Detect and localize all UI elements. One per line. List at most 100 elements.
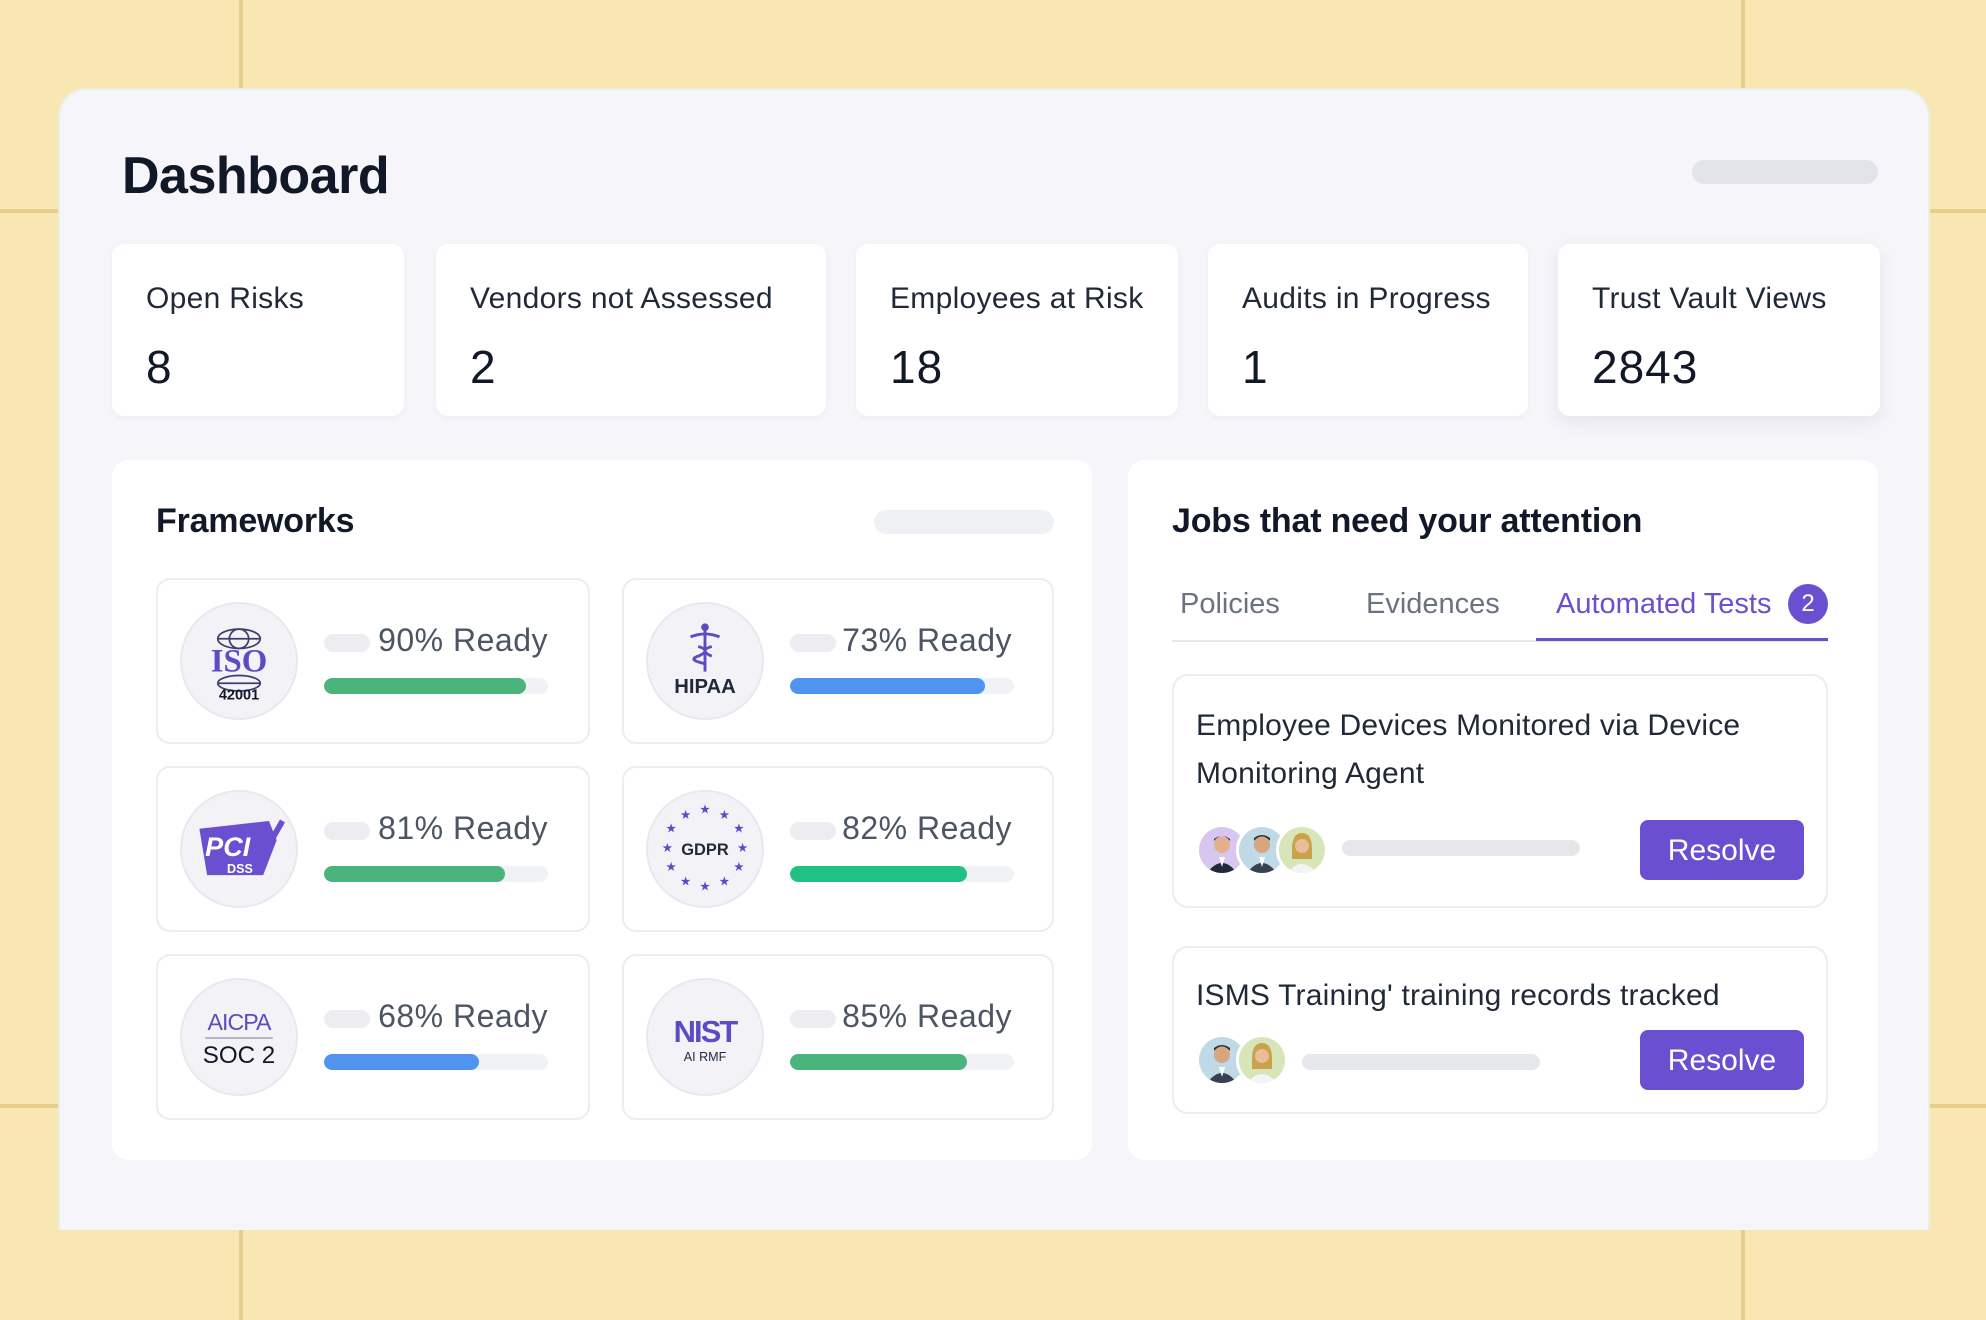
svg-text:ISO: ISO [211,644,268,680]
aicpa-soc2-logo-icon: AICPA SOC 2 [180,978,298,1096]
framework-ready-percent: 90% Ready [378,622,548,658]
framework-ready-percent: 68% Ready [378,998,548,1034]
tabs-divider [1172,640,1828,642]
tab-count-badge: 2 [1788,584,1828,624]
framework-progress-bar [790,866,1014,882]
framework-placeholder-pill [324,1010,370,1028]
stat-value: 2843 [1592,341,1699,393]
svg-text:42001: 42001 [219,688,259,704]
framework-placeholder-pill [324,634,370,652]
assignee-avatars [1196,824,1328,876]
svg-text:★: ★ [680,874,691,889]
svg-text:AICPA: AICPA [208,1009,272,1035]
avatar [1196,1034,1248,1086]
assignee-avatars [1196,1034,1288,1086]
job-item[interactable]: ISMS Training' training records tracked … [1172,946,1828,1114]
framework-progress-bar [324,1054,548,1070]
avatar [1276,824,1328,876]
stat-label: Audits in Progress [1242,282,1491,315]
framework-progress-fill [324,678,526,694]
tab-automated-tests[interactable]: Automated Tests [1556,588,1772,620]
job-item[interactable]: Employee Devices Monitored via Device Mo… [1172,674,1828,908]
framework-progress-fill [790,678,985,694]
dashboard-panel: Dashboard Open Risks 8 Vendors not Asses… [58,88,1930,1230]
svg-text:AI RMF: AI RMF [684,1050,727,1064]
svg-text:NIST: NIST [674,1014,739,1049]
tab-policies[interactable]: Policies [1180,588,1280,620]
frameworks-placeholder-pill [874,510,1054,534]
svg-text:★: ★ [680,807,691,822]
stat-value: 18 [890,341,944,393]
framework-progress-fill [790,1054,967,1070]
framework-placeholder-pill [790,1010,836,1028]
framework-hipaa[interactable]: HIPAA 73% Ready [622,578,1054,744]
framework-placeholder-pill [790,634,836,652]
framework-aicpa-soc2[interactable]: AICPA SOC 2 68% Ready [156,954,590,1120]
nist-logo-icon: NIST AI RMF [646,978,764,1096]
tab-evidences[interactable]: Evidences [1366,588,1500,620]
framework-placeholder-pill [324,822,370,840]
framework-progress-bar [790,678,1014,694]
svg-text:★: ★ [733,821,744,836]
pci-dss-logo-icon: PCI DSS [180,790,298,908]
job-title: Employee Devices Monitored via Device Mo… [1196,709,1741,790]
framework-progress-fill [324,1054,479,1070]
svg-text:★: ★ [699,801,710,816]
framework-ready-percent: 81% Ready [378,810,548,846]
active-tab-indicator [1536,638,1828,641]
framework-progress-bar [790,1054,1014,1070]
svg-text:★: ★ [737,840,748,855]
framework-progress-bar [324,678,548,694]
stat-value: 2 [470,341,497,393]
framework-placeholder-pill [790,822,836,840]
svg-text:★: ★ [662,840,673,855]
stat-label: Employees at Risk [890,282,1144,315]
framework-iso-42001[interactable]: ISO 42001 90% Ready [156,578,590,744]
stat-card-audits-in-progress[interactable]: Audits in Progress 1 [1208,244,1528,416]
framework-gdpr[interactable]: ★ ★ ★ ★ ★ ★ ★ ★ ★ ★ ★ ★ GDPR 82% Ready [622,766,1054,932]
stat-value: 1 [1242,341,1269,393]
frameworks-title: Frameworks [156,502,355,540]
frameworks-card: Frameworks ISO 42001 90% Ready [112,460,1092,1160]
svg-text:★: ★ [719,874,730,889]
svg-text:★: ★ [666,821,677,836]
stat-card-trust-vault-views[interactable]: Trust Vault Views 2843 [1558,244,1880,416]
jobs-card: Jobs that need your attention Policies E… [1128,460,1878,1160]
svg-text:HIPAA: HIPAA [674,676,736,698]
svg-text:SOC 2: SOC 2 [203,1042,275,1069]
resolve-button[interactable]: Resolve [1640,820,1804,880]
svg-text:★: ★ [699,879,710,894]
svg-text:PCI: PCI [205,832,251,862]
page-title: Dashboard [122,147,390,205]
svg-text:★: ★ [733,859,744,874]
hipaa-logo-icon: HIPAA [646,602,764,720]
stat-label: Open Risks [146,282,305,315]
framework-progress-fill [790,866,967,882]
stat-label: Trust Vault Views [1592,282,1827,315]
stat-value: 8 [146,341,173,393]
job-title: ISMS Training' training records tracked [1196,979,1720,1012]
framework-progress-bar [324,866,548,882]
header-placeholder-pill [1692,160,1878,184]
framework-ready-percent: 82% Ready [842,810,1012,846]
stat-card-open-risks[interactable]: Open Risks 8 [112,244,404,416]
gdpr-logo-icon: ★ ★ ★ ★ ★ ★ ★ ★ ★ ★ ★ ★ GDPR [646,790,764,908]
jobs-title: Jobs that need your attention [1172,502,1643,540]
svg-text:GDPR: GDPR [681,841,729,859]
framework-progress-fill [324,866,506,882]
avatar [1236,1034,1288,1086]
framework-nist-ai-rmf[interactable]: NIST AI RMF 85% Ready [622,954,1054,1120]
svg-text:★: ★ [719,807,730,822]
svg-text:DSS: DSS [227,862,253,876]
stat-label: Vendors not Assessed [470,282,773,315]
framework-ready-percent: 85% Ready [842,998,1012,1034]
framework-ready-percent: 73% Ready [842,622,1012,658]
job-placeholder-pill [1342,840,1580,856]
stat-card-employees-at-risk[interactable]: Employees at Risk 18 [856,244,1178,416]
framework-pci-dss[interactable]: PCI DSS 81% Ready [156,766,590,932]
svg-text:★: ★ [666,859,677,874]
resolve-button[interactable]: Resolve [1640,1030,1804,1090]
iso-logo-icon: ISO 42001 [180,602,298,720]
stat-card-vendors-not-assessed[interactable]: Vendors not Assessed 2 [436,244,826,416]
job-placeholder-pill [1302,1054,1540,1070]
